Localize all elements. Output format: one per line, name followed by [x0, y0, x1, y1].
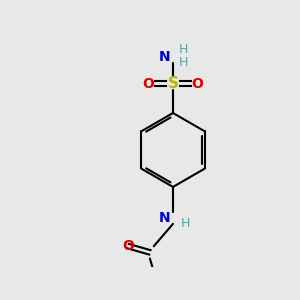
Text: O: O: [122, 239, 134, 253]
Text: H: H: [179, 56, 188, 69]
Text: O: O: [192, 77, 204, 91]
Text: S: S: [167, 76, 178, 91]
Text: H: H: [179, 43, 188, 56]
Text: H: H: [181, 218, 190, 230]
Text: O: O: [142, 77, 154, 91]
Text: N: N: [159, 211, 171, 225]
Text: N: N: [159, 50, 171, 64]
